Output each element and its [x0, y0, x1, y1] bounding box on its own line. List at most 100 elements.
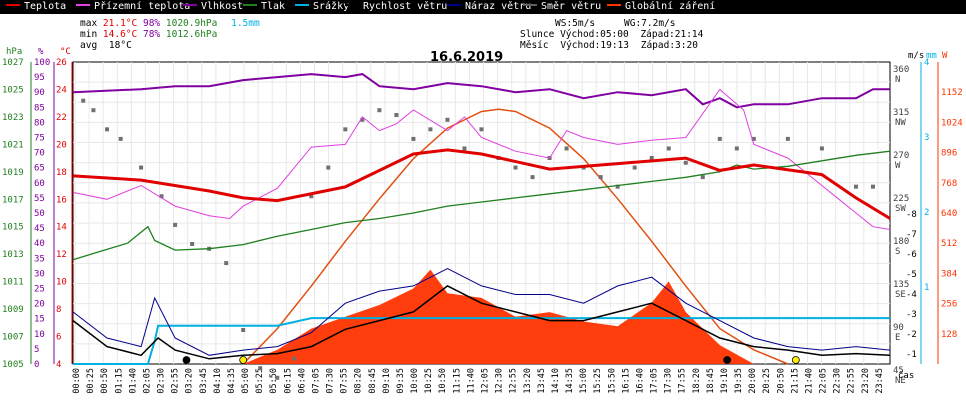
- series-radiation-area: [243, 269, 754, 364]
- x-tick-label: 15:50: [607, 368, 617, 394]
- x-tick-label: 15:00: [579, 368, 589, 394]
- rain-tick: 3: [924, 133, 929, 143]
- axis-tick-label: 10: [34, 330, 45, 340]
- sun-label: Slunce: [520, 29, 555, 40]
- x-tick-label: 19:35: [734, 368, 744, 394]
- x-tick-label: 05:50: [269, 368, 279, 394]
- axis-tick-label: 22: [56, 113, 67, 123]
- wind-direction-point: [785, 136, 790, 141]
- series-humidity-line: [72, 73, 890, 109]
- moon-marker: [723, 356, 732, 364]
- wind-direction-point: [81, 98, 86, 103]
- wind-direction-point: [853, 184, 858, 189]
- wind-direction-point: [105, 127, 110, 132]
- wind-direction-point: [190, 242, 195, 246]
- legend-item: Teplota: [6, 1, 66, 13]
- axis-tick-label: 80: [34, 118, 45, 128]
- stat-min-temp: 14.6°C: [102, 29, 138, 40]
- wind-direction-point: [224, 261, 229, 266]
- stat-avg-label: avg: [80, 40, 98, 51]
- x-tick-label: 06:40: [297, 368, 307, 394]
- wind-dir-label: NW: [895, 118, 906, 128]
- x-tick-label: 22:55: [847, 368, 857, 394]
- axis-tick-label: 15: [34, 315, 45, 325]
- wind-direction-point: [326, 165, 331, 170]
- legend-label: Globální záření: [625, 1, 716, 12]
- radiation-tick: 128: [941, 330, 957, 340]
- x-tick-label: 05:00: [241, 368, 251, 394]
- x-tick-label: 21:15: [790, 368, 800, 394]
- legend-label: Přízemní teplota: [94, 1, 191, 12]
- legend-item: Přízemní teplota: [76, 1, 190, 13]
- wind-dir-label: W: [895, 161, 901, 171]
- wind-direction-point: [615, 184, 620, 189]
- x-tick-label: 12:30: [495, 368, 505, 394]
- wind-direction-point: [530, 175, 535, 180]
- legend-label: Srážky: [313, 1, 350, 12]
- axis-tick-label: 20: [34, 300, 45, 310]
- stat-max-label: max: [80, 18, 98, 29]
- wind-direction-point: [377, 108, 382, 113]
- axis-tick-label: 1027: [2, 58, 24, 68]
- radiation-tick: 256: [941, 300, 957, 310]
- wind-direction-point: [717, 136, 722, 141]
- stats-sun-row: Slunce Východ:05:00 Západ:21:14: [520, 29, 703, 40]
- legend-item: Vlhkost: [183, 1, 243, 13]
- axis-unit-label: °C: [60, 47, 71, 57]
- x-tick-label: 04:35: [227, 368, 237, 394]
- axis-tick-label: 20: [56, 140, 67, 150]
- axis-tick-label: 4: [56, 360, 61, 370]
- axis-tick-label: 14: [56, 223, 67, 233]
- wind-direction-point: [666, 146, 671, 151]
- axis-unit-label: hPa: [6, 47, 22, 57]
- x-tick-label: 07:30: [326, 368, 336, 394]
- axis-tick-label: 65: [34, 164, 45, 174]
- wind-speed-tick: -5: [906, 270, 917, 280]
- axis-tick-label: 1017: [2, 195, 24, 205]
- legend-swatch: [345, 4, 359, 6]
- axis-tick-label: 1015: [2, 223, 24, 233]
- x-tick-label: 21:40: [804, 368, 814, 394]
- axis-tick-label: 85: [34, 103, 45, 113]
- axis-tick-label: 100: [34, 58, 50, 68]
- x-tick-label: 16:40: [635, 368, 645, 394]
- wind-direction-point: [683, 160, 688, 165]
- wind-direction-point: [632, 165, 637, 170]
- x-tick-label: 18:20: [692, 368, 702, 394]
- stat-max-pressure: 1020.9hPa: [165, 18, 218, 29]
- x-tick-label: 15:25: [593, 368, 603, 394]
- x-axis-label: čas: [898, 370, 914, 381]
- wind-dir-tick: 270: [893, 151, 909, 161]
- legend-swatch: [447, 4, 461, 6]
- x-tick-label: 01:40: [128, 368, 138, 394]
- axis-tick-label: 1021: [2, 140, 24, 150]
- x-tick-label: 13:20: [523, 368, 533, 394]
- radiation-tick: 512: [941, 239, 957, 249]
- wind-direction-point: [309, 194, 314, 199]
- stats-avg-row: avg 18°C: [80, 40, 132, 51]
- moonset-time: Západ:3:20: [640, 40, 698, 51]
- moon-marker: [182, 356, 191, 364]
- legend-label: Tlak: [261, 1, 286, 12]
- x-tick-label: 22:05: [819, 368, 829, 394]
- x-tick-label: 17:30: [664, 368, 674, 394]
- sun-marker: [791, 356, 800, 364]
- wind-speed-unit: m/s: [908, 51, 924, 61]
- wind-dir-tick: 360: [893, 65, 909, 75]
- x-tick-label: 18:45: [706, 368, 716, 394]
- x-tick-label: 10:25: [424, 368, 434, 394]
- x-tick-label: 20:00: [748, 368, 758, 394]
- wind-dir-tick: 135: [893, 280, 909, 290]
- wind-direction-point: [139, 165, 144, 170]
- legend-item: Rychlost větru: [345, 1, 447, 13]
- axis-tick-label: 16: [56, 195, 67, 205]
- x-tick-label: 20:25: [762, 368, 772, 394]
- x-tick-label: 11:15: [452, 368, 462, 394]
- x-tick-label: 23:20: [861, 368, 871, 394]
- radiation-tick: 1152: [941, 88, 963, 98]
- x-tick-label: 00:50: [100, 368, 110, 394]
- stat-max-rain: 1.5mm: [231, 18, 260, 29]
- wind-dir-label: NE: [895, 376, 906, 386]
- legend-item: Směr větru: [523, 1, 601, 13]
